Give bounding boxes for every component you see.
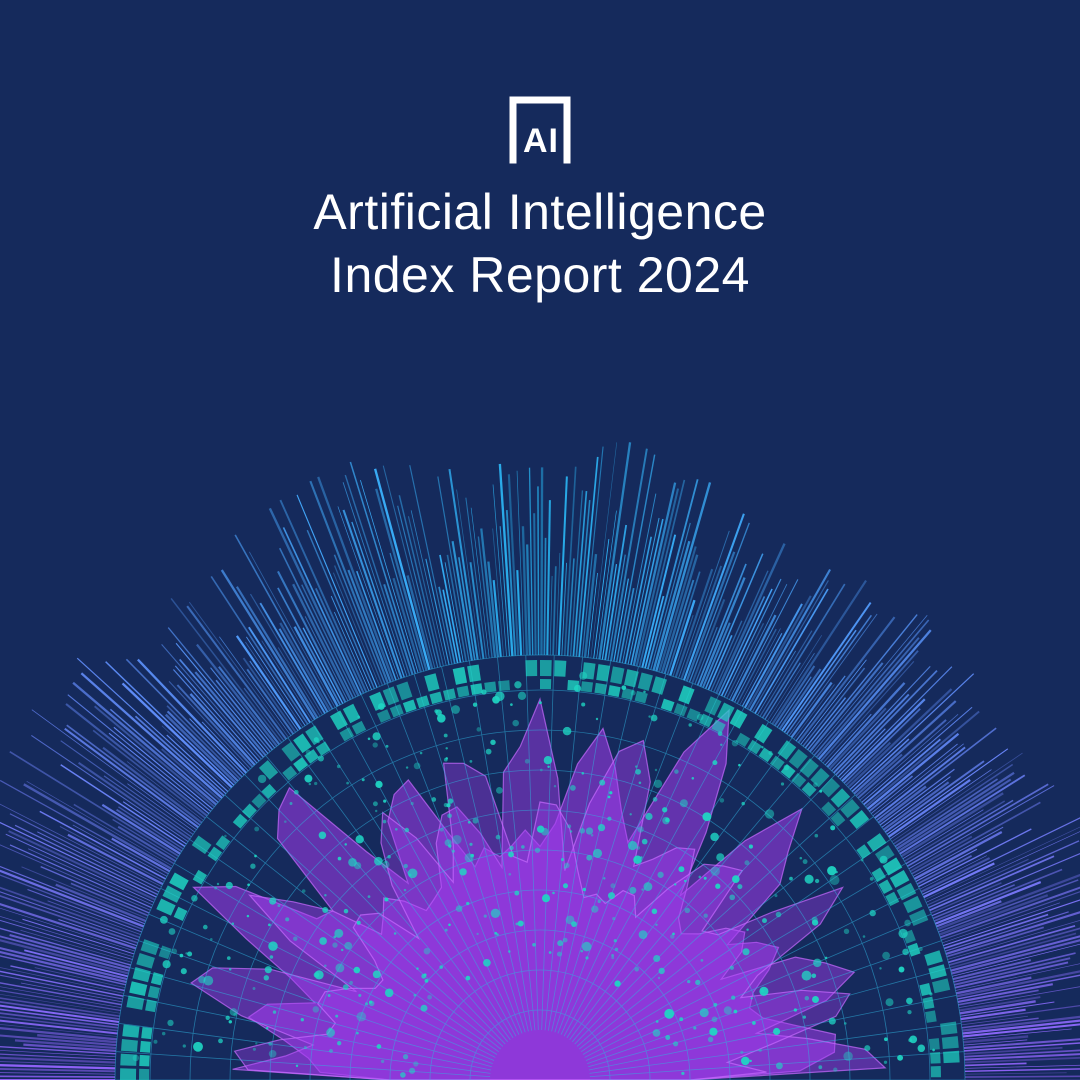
svg-text:AI: AI — [523, 122, 559, 160]
report-cover: AI Artificial Intelligence Index Report … — [0, 0, 1080, 1080]
title-line-2: Index Report 2024 — [330, 247, 750, 303]
title-line-1: Artificial Intelligence — [313, 184, 766, 240]
cover-header: AI Artificial Intelligence Index Report … — [0, 0, 1080, 306]
ai-logo-icon: AI — [495, 90, 585, 173]
report-title: Artificial Intelligence Index Report 202… — [0, 181, 1080, 306]
